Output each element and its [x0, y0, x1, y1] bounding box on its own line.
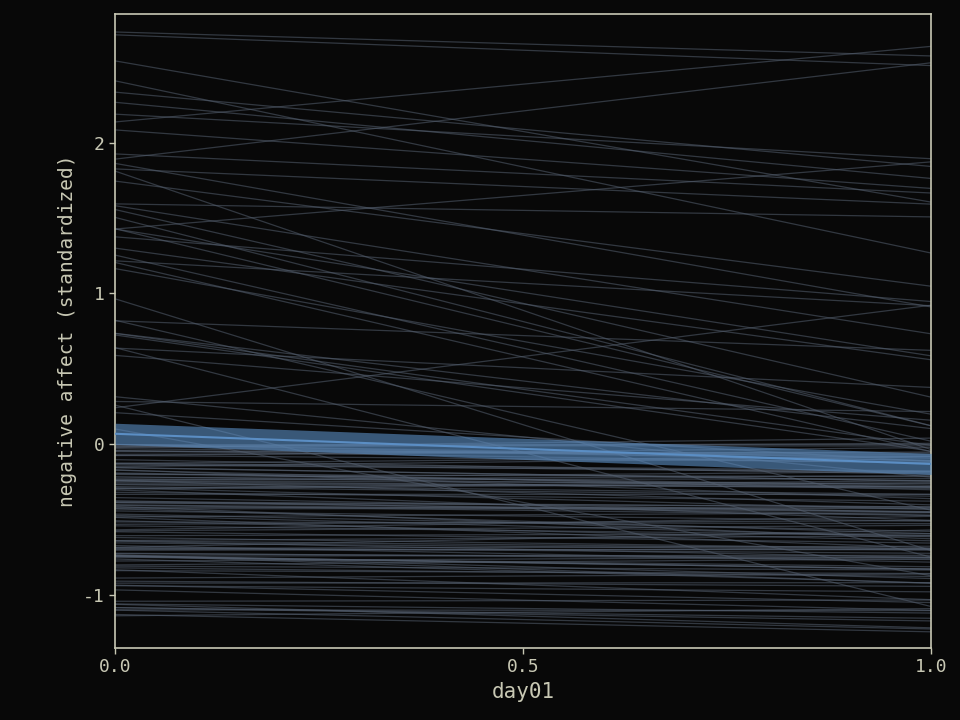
X-axis label: day01: day01: [492, 682, 555, 702]
Y-axis label: negative affect (standardized): negative affect (standardized): [59, 155, 78, 508]
